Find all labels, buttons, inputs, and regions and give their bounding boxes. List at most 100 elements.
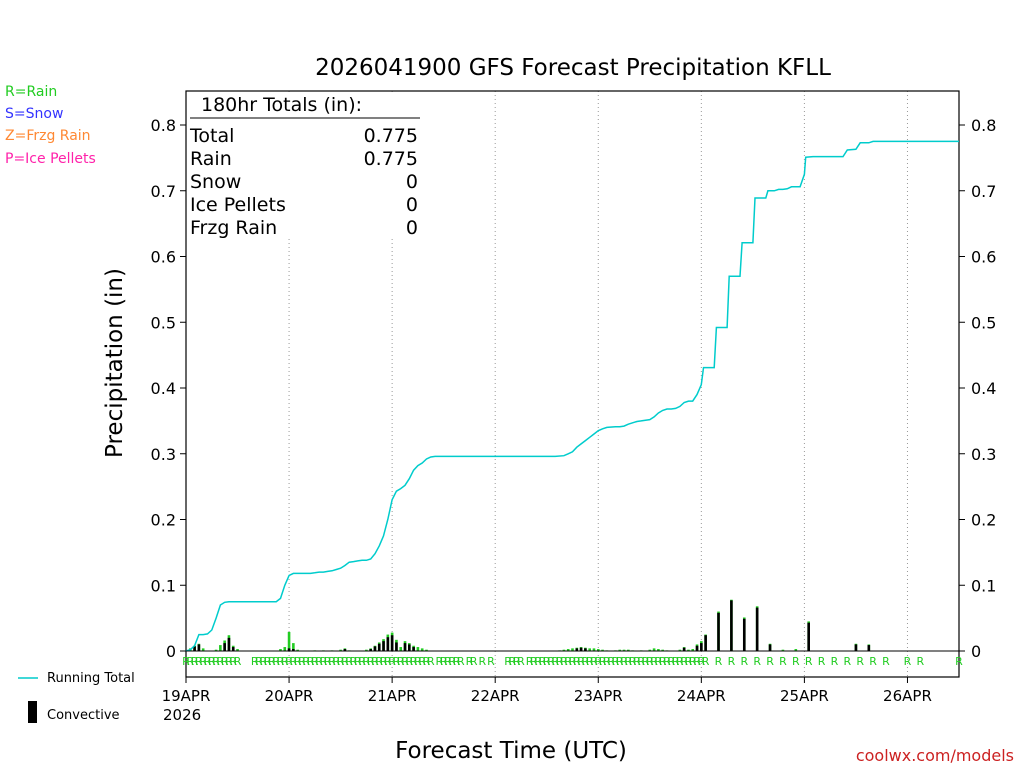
legend-rain: R=Rain [5,84,57,100]
precip-type-marker: R [191,655,199,668]
ytick-label-right: 0.7 [971,182,996,201]
xtick-label-22apr: 22APR [471,687,520,705]
convective-bar [292,649,295,651]
precip-bar [420,648,424,651]
precip-type-marker: R [624,655,632,668]
ytick-label-left: 0.6 [151,248,176,267]
precip-type-marker: R [251,655,259,668]
xtick-label-25apr: 25APR [780,687,829,705]
totals-box: 180hr Totals (in): Total 0.775 Rain 0.77… [188,93,428,239]
convective-bar [695,645,699,651]
precip-type-marker: R [298,655,306,668]
legend-snow: S=Snow [5,106,63,122]
x-axis: 19APR 20APR 21APR 22APR 23APR 24APR 25APR 26APR [162,677,932,705]
precip-type-marker: R [818,655,826,668]
series-legend: Running Total Convective [18,671,135,723]
precip-type-marker: R [551,655,559,668]
precip-type-marker: R [590,655,598,668]
precip-type-marker: R [693,655,701,668]
precip-type-marker: R [530,655,538,668]
precip-type-marker: R [633,655,641,668]
precip-type-marker: R [616,655,624,668]
precip-bar [794,649,798,651]
precip-type-marker: R [384,655,392,668]
precip-type-marker: R [655,655,663,668]
precip-bar [601,649,604,651]
precip-type-marker: R [702,655,710,668]
precip-bar [618,649,622,651]
precip-bars [188,599,871,651]
convective-bar [377,643,381,651]
ytick-label-left: 0.4 [151,379,176,398]
convective-bar [867,645,871,651]
precip-type-marker: R [676,655,684,668]
precip-type-marker: R [869,655,877,668]
precip-type-marker: R [831,655,839,668]
precip-type-marker: R [448,655,456,668]
precip-bar [678,649,682,651]
precip-bar [201,648,205,651]
convective-bar [193,646,196,651]
totals-box-bg [188,93,428,239]
convective-bar [700,643,703,651]
convective-bar [197,644,201,651]
precip-bar [562,649,566,651]
precip-type-marker: R [955,655,963,668]
gridlines [288,91,908,677]
precip-type-marker: R [453,655,461,668]
xtick-label-20apr: 20APR [265,687,314,705]
precip-type-marker: R [556,655,564,668]
legend-running-total: Running Total [47,671,135,686]
precip-type-marker: R [844,655,852,668]
precip-type-marker: R [302,655,310,668]
precip-type-marker: R [547,655,555,668]
ytick-label-right: 0.6 [971,248,996,267]
precip-type-marker: R [290,655,298,668]
precip-type-marker: R [208,655,216,668]
precip-type-marker: R [307,655,315,668]
precip-type-marker: R [358,655,366,668]
precip-type-marker: R [543,655,551,668]
x-axis-label: Forecast Time (UTC) [395,738,627,764]
legend-ice-pellets: P=Ice Pellets [5,151,96,167]
precip-type-marker: R [805,655,813,668]
convective-bar [755,607,759,651]
precip-type-marker: R [620,655,628,668]
precip-bar [283,647,287,651]
ytick-label-right: 0.3 [971,445,996,464]
precip-bar [627,649,630,651]
totals-label-frzg-rain: Frzg Rain [190,217,277,239]
precip-type-marker: R [637,655,645,668]
precip-bar [652,648,656,651]
precip-type-marker: R [375,655,383,668]
ytick-label-left: 0 [166,642,176,661]
precip-type-marker: R [380,655,388,668]
precip-type-marker: R [487,655,495,668]
precip-type-marker: R [423,655,431,668]
precip-bar [588,648,591,651]
precip-type-marker: R [401,655,409,668]
precip-type-marker: R [612,655,620,668]
xtick-label-21apr: 21APR [368,687,417,705]
precip-type-marker: R [414,655,422,668]
credit-text: coolwx.com/models [856,746,1014,765]
ytick-label-right: 0 [971,642,981,661]
precip-type-marker: R [728,655,736,668]
precip-type-marker: R [264,655,272,668]
totals-label-rain: Rain [190,148,232,170]
precip-type-marker: R [539,655,547,668]
precip-type-marker: R [659,655,667,668]
ytick-label-right: 0.8 [971,116,996,135]
precip-type-marker: R [388,655,396,668]
convective-bar [343,649,347,651]
precip-bar [416,647,420,651]
precip-type-marker: R [405,655,413,668]
chart-title: 2026041900 GFS Forecast Precipitation KF… [315,55,831,81]
precip-type-marker: R [534,655,542,668]
precip-type-marker: R [642,655,650,668]
totals-value-snow: 0 [406,171,418,193]
precip-type-marker: R [427,655,435,668]
convective-bar [682,647,686,651]
